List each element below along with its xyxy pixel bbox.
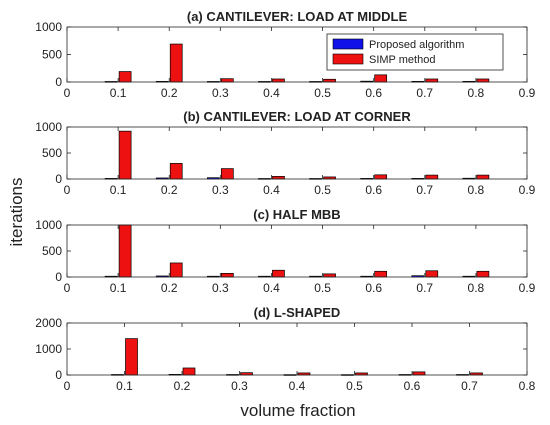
- x-tick-label: 0.1: [116, 379, 133, 393]
- y-tick-label: 1000: [35, 342, 62, 356]
- legend-label-simp: SIMP method: [369, 54, 435, 66]
- x-tick-label: 0.6: [365, 281, 382, 295]
- x-tick-label: 0.5: [314, 86, 331, 100]
- bar-simp: [476, 78, 490, 83]
- y-tick-label: 0: [55, 368, 62, 382]
- x-tick-label: 0.2: [161, 86, 178, 100]
- plot-area: [67, 127, 527, 179]
- x-tick-label: 0.5: [346, 379, 363, 393]
- bar-simp: [118, 224, 132, 278]
- y-tick-label: 2000: [35, 316, 62, 330]
- x-tick-label: 0.1: [110, 183, 127, 197]
- chart-title: (c) HALF MBB: [253, 207, 340, 222]
- bar-simp: [323, 273, 336, 278]
- x-tick-label: 0: [64, 86, 71, 100]
- chart-panel-4: 0 0.1 0.2 0.3 0.4 0.5 0.6 0.7 0.8 0 1000 2000 (d) L-…: [35, 305, 535, 393]
- x-tick-label: 0.3: [212, 281, 229, 295]
- y-tick-label: 500: [42, 244, 62, 258]
- bar-simp: [425, 78, 439, 83]
- plot-area: [67, 323, 527, 375]
- plot-area: [67, 225, 527, 277]
- bar-simp: [169, 262, 183, 278]
- x-tick-label: 0.6: [404, 379, 421, 393]
- x-tick-label: 0.8: [468, 281, 485, 295]
- x-tick-label: 0.1: [110, 86, 127, 100]
- x-tick-label: 0.4: [289, 379, 306, 393]
- x-tick-label: 0.7: [416, 281, 433, 295]
- y-tick-label: 0: [55, 75, 62, 89]
- bar-simp: [169, 163, 183, 180]
- x-tick-label: 0.9: [519, 281, 536, 295]
- x-tick-label: 0.2: [161, 281, 178, 295]
- x-tick-label: 0.1: [110, 281, 127, 295]
- x-tick-label: 0.9: [519, 183, 536, 197]
- x-tick-label: 0.7: [461, 379, 478, 393]
- bar-simp: [425, 174, 439, 180]
- x-tick-label: 0: [64, 379, 71, 393]
- x-tick-label: 0.4: [263, 281, 280, 295]
- chart-title: (b) CANTILEVER: LOAD AT CORNER: [183, 109, 411, 124]
- x-tick-label: 0.6: [365, 183, 382, 197]
- bar-simp: [412, 371, 426, 376]
- x-axis-label: volume fraction: [240, 401, 355, 420]
- bar-simp: [476, 270, 490, 278]
- chart-title: (d) L-SHAPED: [254, 305, 341, 320]
- chart-title: (a) CANTILEVER: LOAD AT MIDDLE: [187, 9, 408, 24]
- legend-swatch-proposed: [332, 38, 364, 50]
- legend-swatch-simp: [332, 53, 364, 65]
- chart-panel-1: 0 0.1 0.2 0.3 0.4 0.5 0.6 0.7 0.8 0.9 0 500 1000 (a) …: [35, 9, 535, 100]
- y-axis-label: iterations: [7, 178, 26, 247]
- chart-panel-3: 0 0.1 0.2 0.3 0.4 0.5 0.6 0.7 0.8 0.9 0 500 1000 (c) …: [35, 207, 535, 295]
- x-tick-label: 0.5: [314, 281, 331, 295]
- bar-simp: [220, 78, 234, 83]
- bar-simp: [220, 273, 234, 278]
- bar-simp: [220, 168, 234, 180]
- y-tick-label: 0: [55, 270, 62, 284]
- bar-simp: [425, 270, 439, 278]
- bar-simp: [272, 269, 285, 278]
- x-tick-label: 0.8: [519, 379, 536, 393]
- bar-simp: [374, 174, 388, 180]
- legend-label-proposed: Proposed algorithm: [369, 39, 464, 51]
- y-tick-label: 1000: [35, 20, 62, 34]
- y-tick-label: 500: [42, 48, 62, 62]
- bar-simp: [182, 367, 196, 376]
- y-tick-label: 0: [55, 172, 62, 186]
- x-tick-label: 0.2: [161, 183, 178, 197]
- legend: Proposed algorithm SIMP method: [326, 33, 504, 71]
- y-tick-label: 500: [42, 146, 62, 160]
- x-tick-label: 0.7: [416, 86, 433, 100]
- x-tick-label: 0.4: [263, 183, 280, 197]
- y-tick-label: 1000: [35, 218, 62, 232]
- x-tick-label: 0: [64, 281, 71, 295]
- bar-simp: [476, 174, 490, 180]
- bar-simp: [272, 78, 285, 83]
- x-tick-label: 0.3: [212, 86, 229, 100]
- x-tick-label: 0.5: [314, 183, 331, 197]
- x-tick-label: 0: [64, 183, 71, 197]
- x-tick-label: 0.8: [468, 183, 485, 197]
- x-tick-label: 0.2: [174, 379, 191, 393]
- x-tick-label: 0.9: [519, 86, 536, 100]
- x-tick-label: 0.7: [416, 183, 433, 197]
- chart-panel-2: 0 0.1 0.2 0.3 0.4 0.5 0.6 0.7 0.8 0.9 0 500 1000 (b) …: [35, 109, 535, 197]
- x-tick-label: 0.6: [365, 86, 382, 100]
- y-tick-label: 1000: [35, 120, 62, 134]
- x-tick-label: 0.3: [231, 379, 248, 393]
- bar-simp: [374, 270, 388, 278]
- bar-simp: [374, 74, 388, 83]
- bar-simp: [169, 43, 183, 83]
- x-tick-label: 0.8: [468, 86, 485, 100]
- bar-simp: [118, 71, 132, 83]
- x-tick-label: 0.3: [212, 183, 229, 197]
- x-tick-label: 0.4: [263, 86, 280, 100]
- bar-simp: [323, 78, 336, 83]
- bar-simp: [125, 338, 138, 376]
- bar-simp: [118, 130, 132, 180]
